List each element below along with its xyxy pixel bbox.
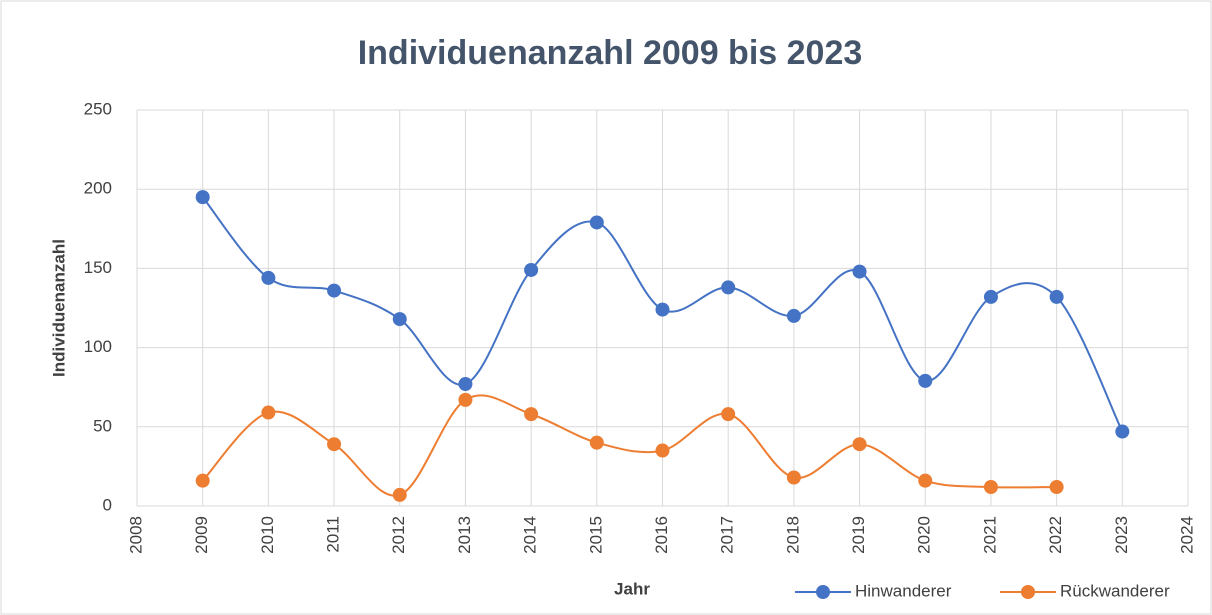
chart-title: Individuenanzahl 2009 bis 2023 xyxy=(358,34,863,72)
data-point xyxy=(918,473,933,488)
x-tick-label: 2018 xyxy=(783,516,802,554)
data-point xyxy=(327,437,342,452)
y-tick-label: 100 xyxy=(84,337,112,356)
data-point xyxy=(195,473,210,488)
data-point xyxy=(918,373,933,388)
data-point xyxy=(261,405,276,420)
legend-label: Rückwanderer xyxy=(1060,581,1170,600)
y-tick-label: 250 xyxy=(84,99,112,118)
x-tick-label: 2009 xyxy=(192,516,211,554)
data-point xyxy=(852,437,867,452)
data-point xyxy=(1049,479,1064,494)
data-point xyxy=(1115,424,1130,439)
x-tick-label: 2022 xyxy=(1046,516,1065,554)
data-point xyxy=(655,443,670,458)
data-point xyxy=(721,407,736,422)
y-tick-label: 200 xyxy=(84,179,112,198)
data-point xyxy=(327,283,342,298)
data-point xyxy=(524,262,539,277)
data-point xyxy=(721,280,736,295)
legend-marker xyxy=(816,585,830,599)
data-point xyxy=(852,264,867,279)
data-point xyxy=(983,479,998,494)
data-point xyxy=(589,215,604,230)
x-tick-label: 2021 xyxy=(980,516,999,554)
data-point xyxy=(786,308,801,323)
x-axis-label: Jahr xyxy=(614,579,650,598)
x-tick-label: 2015 xyxy=(586,516,605,554)
x-tick-label: 2017 xyxy=(718,516,737,554)
x-tick-label: 2013 xyxy=(455,516,474,554)
data-point xyxy=(589,435,604,450)
x-tick-label: 2008 xyxy=(126,516,145,554)
x-tick-label: 2019 xyxy=(849,516,868,554)
x-tick-label: 2014 xyxy=(521,516,540,554)
data-point xyxy=(392,312,407,327)
y-tick-label: 150 xyxy=(84,258,112,277)
y-tick-label: 50 xyxy=(93,416,112,435)
data-point xyxy=(458,377,473,392)
data-point xyxy=(655,302,670,317)
data-point xyxy=(392,487,407,502)
x-tick-label: 2020 xyxy=(915,516,934,554)
x-tick-label: 2011 xyxy=(324,516,343,553)
x-tick-label: 2023 xyxy=(1112,516,1131,554)
x-tick-label: 2016 xyxy=(652,516,671,554)
data-point xyxy=(195,190,210,205)
data-point xyxy=(1049,289,1064,304)
data-point xyxy=(983,289,998,304)
legend-marker xyxy=(1021,585,1035,599)
y-tick-label: 0 xyxy=(103,495,112,514)
y-axis-label: Individuenanzahl xyxy=(49,239,68,377)
x-tick-label: 2024 xyxy=(1177,516,1196,554)
data-point xyxy=(458,392,473,407)
data-point xyxy=(786,470,801,485)
data-point xyxy=(524,407,539,422)
data-point xyxy=(261,270,276,285)
x-tick-label: 2012 xyxy=(389,516,408,554)
legend-label: Hinwanderer xyxy=(855,581,952,600)
x-tick-label: 2010 xyxy=(258,516,277,554)
